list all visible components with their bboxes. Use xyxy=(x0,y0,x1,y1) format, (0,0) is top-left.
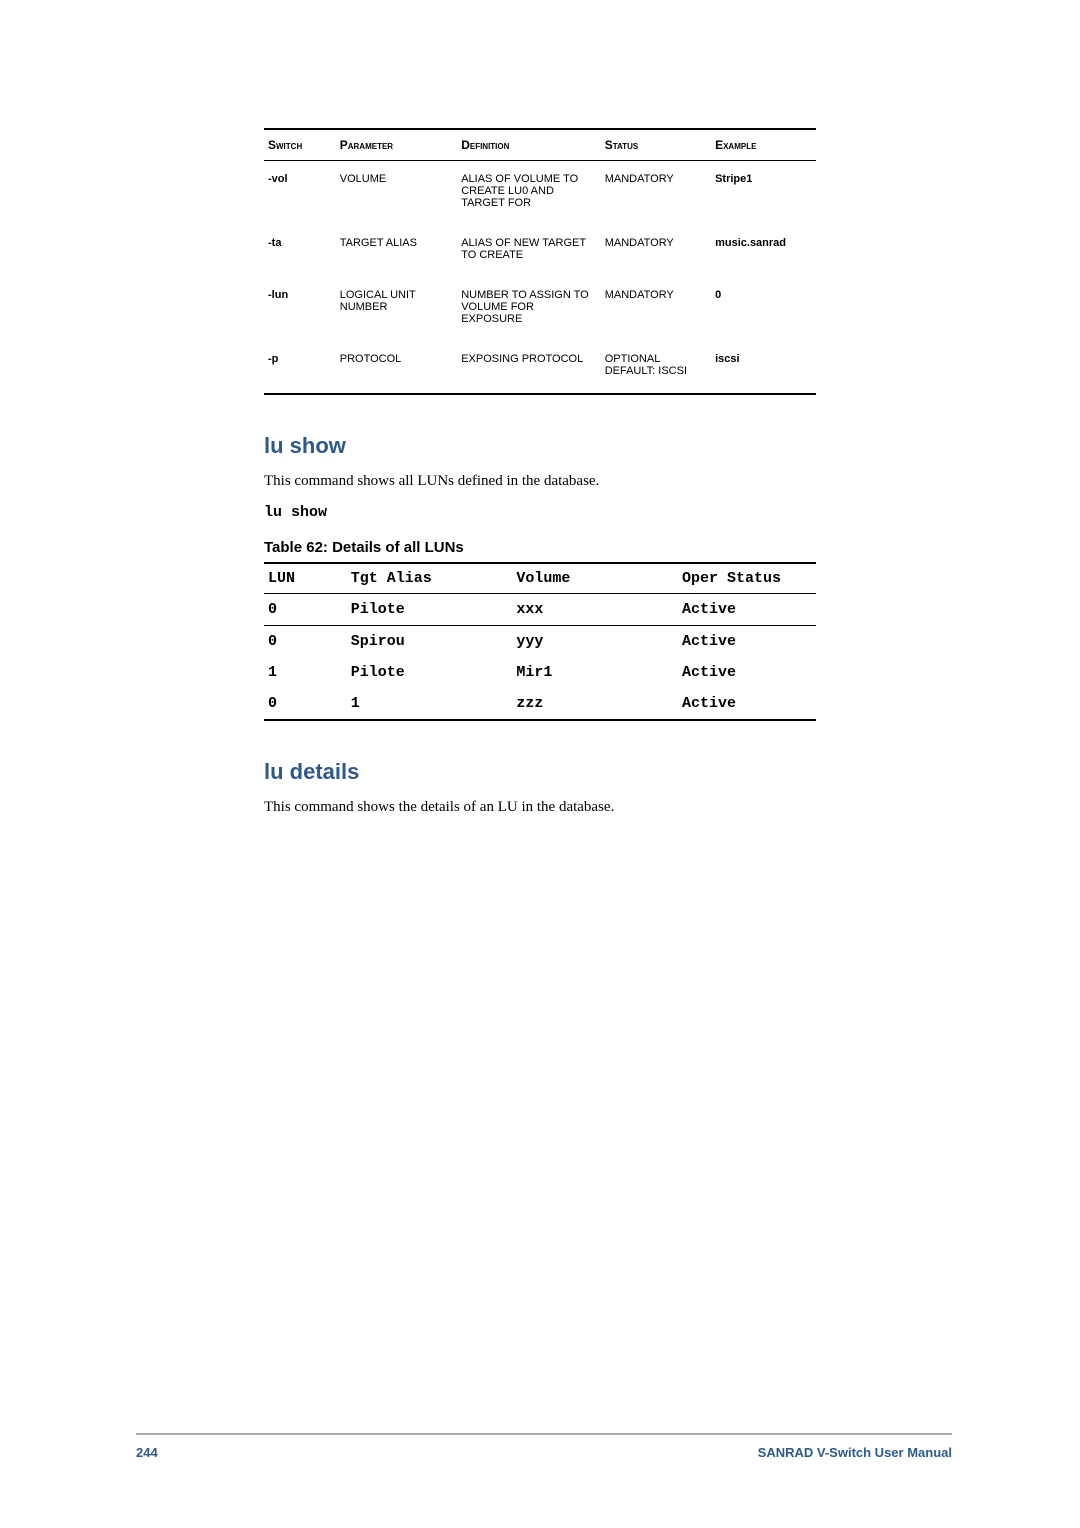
example-cell: iscsi xyxy=(711,341,816,394)
header-volume: Volume xyxy=(512,563,678,594)
parameter-cell: TARGET ALIAS xyxy=(336,225,457,277)
table-row: 0 Spirou yyy Active xyxy=(264,626,816,658)
parameter-cell: VOLUME xyxy=(336,161,457,226)
header-switch: Switch xyxy=(264,129,336,161)
header-tgt-alias: Tgt Alias xyxy=(347,563,513,594)
vol-cell: zzz xyxy=(512,688,678,720)
lu-show-description: This command shows all LUNs defined in t… xyxy=(264,473,816,490)
header-parameter: Parameter xyxy=(336,129,457,161)
table-row: -ta TARGET ALIAS ALIAS OF NEW TARGET TO … xyxy=(264,225,816,277)
status-cell: Active xyxy=(678,594,816,626)
lu-show-heading: lu show xyxy=(264,433,816,459)
status-cell: Active xyxy=(678,626,816,658)
page-number: 244 xyxy=(136,1445,158,1460)
lun-table: LUN Tgt Alias Volume Oper Status 0 Pilot… xyxy=(264,562,816,721)
definition-cell: ALIAS OF NEW TARGET TO CREATE xyxy=(457,225,601,277)
definition-cell: NUMBER TO ASSIGN TO VOLUME FOR EXPOSURE xyxy=(457,277,601,341)
header-oper-status: Oper Status xyxy=(678,563,816,594)
page-footer: 244 SANRAD V-Switch User Manual xyxy=(136,1433,952,1460)
tgt-cell: Pilote xyxy=(347,657,513,688)
lun-cell: 1 xyxy=(264,657,347,688)
status-cell: MANDATORY xyxy=(601,161,711,226)
table-row: 0 1 zzz Active xyxy=(264,688,816,720)
switch-cell: -p xyxy=(264,341,336,394)
lu-details-description: This command shows the details of an LU … xyxy=(264,799,816,816)
example-cell: music.sanrad xyxy=(711,225,816,277)
lu-details-heading: lu details xyxy=(264,759,816,785)
footer-title: SANRAD V-Switch User Manual xyxy=(758,1445,952,1460)
lun-cell: 0 xyxy=(264,688,347,720)
header-definition: Definition xyxy=(457,129,601,161)
header-example: Example xyxy=(711,129,816,161)
header-status: Status xyxy=(601,129,711,161)
status-cell: OPTIONAL DEFAULT: ISCSI xyxy=(601,341,711,394)
vol-cell: Mir1 xyxy=(512,657,678,688)
switch-cell: -vol xyxy=(264,161,336,226)
table-row: -p PROTOCOL EXPOSING PROTOCOL OPTIONAL D… xyxy=(264,341,816,394)
lun-cell: 0 xyxy=(264,626,347,658)
definition-cell: EXPOSING PROTOCOL xyxy=(457,341,601,394)
table-row: -lun LOGICAL UNIT NUMBER NUMBER TO ASSIG… xyxy=(264,277,816,341)
parameter-table: Switch Parameter Definition Status Examp… xyxy=(264,128,816,395)
example-cell: Stripe1 xyxy=(711,161,816,226)
switch-cell: -lun xyxy=(264,277,336,341)
lu-show-command: lu show xyxy=(264,504,816,521)
vol-cell: xxx xyxy=(512,594,678,626)
switch-cell: -ta xyxy=(264,225,336,277)
parameter-cell: PROTOCOL xyxy=(336,341,457,394)
vol-cell: yyy xyxy=(512,626,678,658)
lun-cell: 0 xyxy=(264,594,347,626)
header-lun: LUN xyxy=(264,563,347,594)
parameter-cell: LOGICAL UNIT NUMBER xyxy=(336,277,457,341)
table-row: 1 Pilote Mir1 Active xyxy=(264,657,816,688)
table-row: 0 Pilote xxx Active xyxy=(264,594,816,626)
status-cell: Active xyxy=(678,657,816,688)
tgt-cell: 1 xyxy=(347,688,513,720)
status-cell: Active xyxy=(678,688,816,720)
definition-cell: ALIAS OF VOLUME TO CREATE LU0 AND TARGET… xyxy=(457,161,601,226)
status-cell: MANDATORY xyxy=(601,225,711,277)
table-row: -vol VOLUME ALIAS OF VOLUME TO CREATE LU… xyxy=(264,161,816,226)
tgt-cell: Pilote xyxy=(347,594,513,626)
tgt-cell: Spirou xyxy=(347,626,513,658)
example-cell: 0 xyxy=(711,277,816,341)
table-caption: Table 62: Details of all LUNs xyxy=(264,539,816,556)
status-cell: MANDATORY xyxy=(601,277,711,341)
